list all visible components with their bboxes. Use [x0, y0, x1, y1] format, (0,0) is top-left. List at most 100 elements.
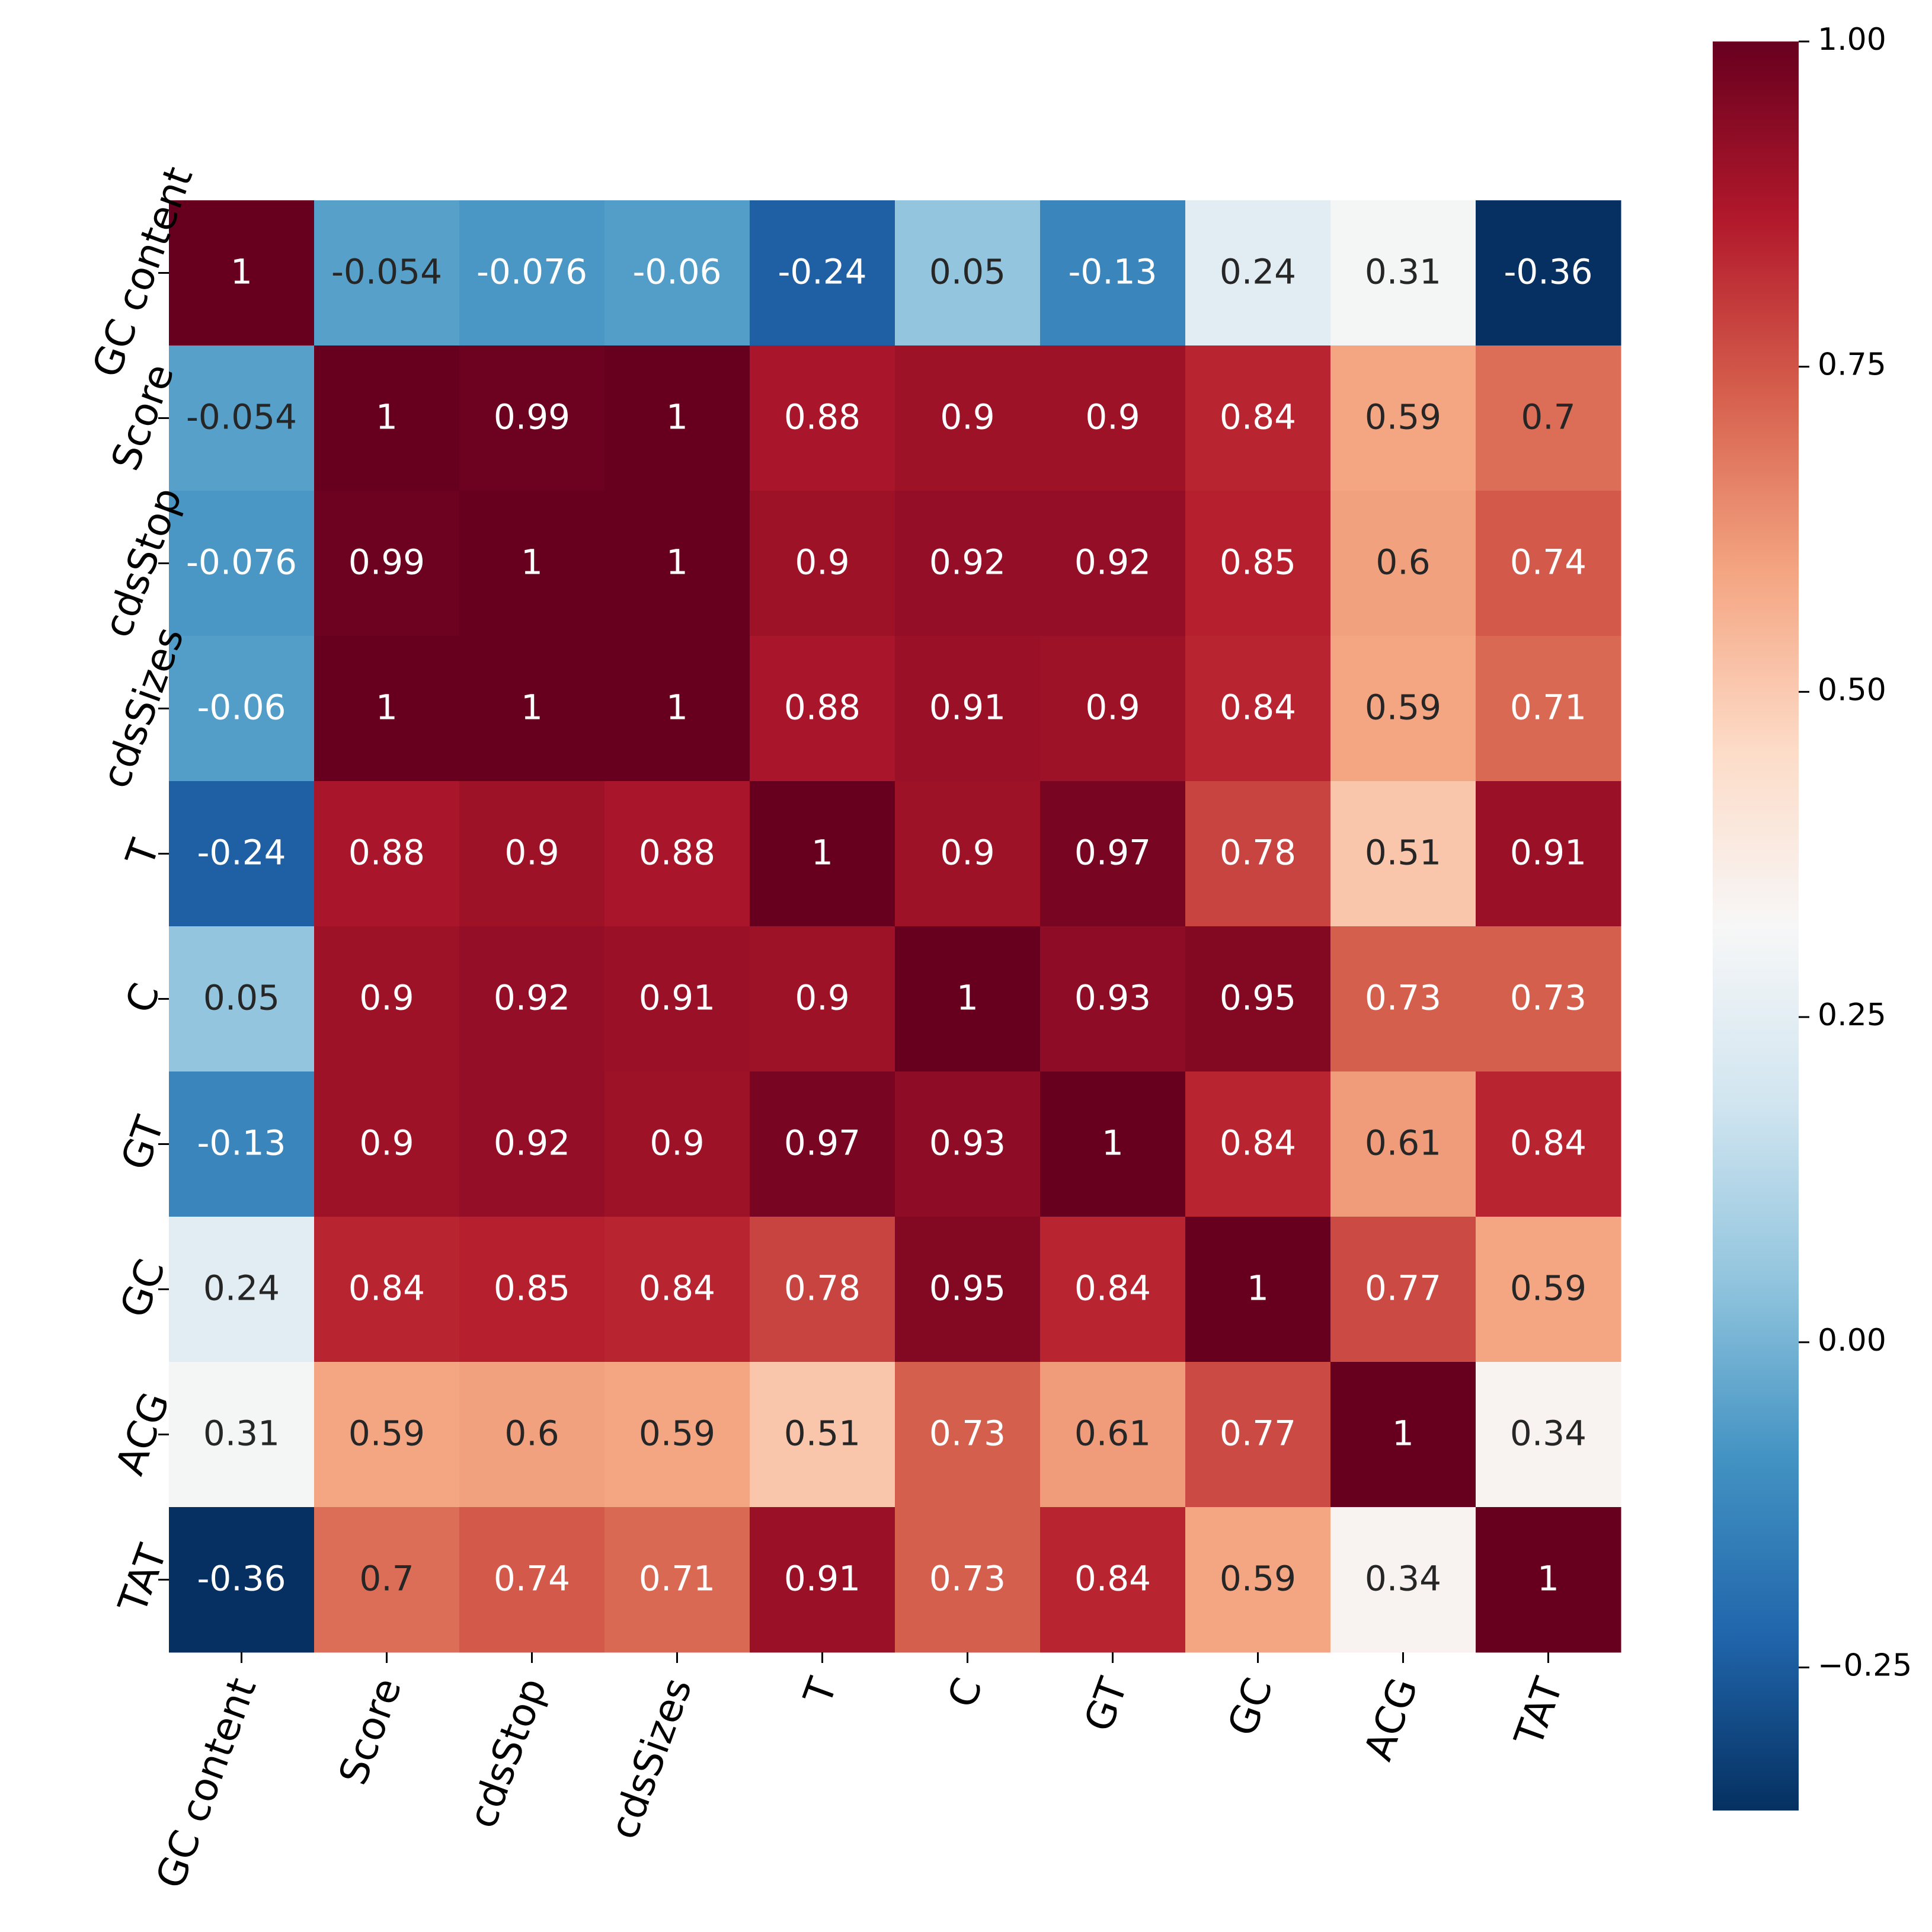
heatmap-cell — [459, 926, 605, 1072]
heatmap-cell — [1476, 1507, 1621, 1653]
x-tick-label: C — [939, 1672, 991, 1713]
heatmap-cell — [1476, 781, 1621, 927]
cell-value-label: 0.85 — [1220, 542, 1296, 583]
cell-value-label: 1 — [1392, 1413, 1414, 1454]
colorbar-tick-label: 0.50 — [1818, 672, 1886, 708]
heatmap-cell — [1476, 200, 1621, 346]
x-tick-label: T — [795, 1672, 846, 1711]
y-tick-label: ACG — [107, 1386, 179, 1480]
colorbar-tick-label: −0.25 — [1818, 1648, 1912, 1684]
heatmap-cell — [1185, 1507, 1331, 1653]
heatmap-annotations: 1 -0.054 -0.076 -0.06 -0.24 0.05 -0.13 0.24 0.31… — [186, 252, 1593, 1599]
cell-value-label: 0.9 — [940, 833, 994, 873]
cell-value-label: -0.054 — [331, 252, 442, 292]
heatmap-cell — [459, 1362, 605, 1508]
heatmap-cell — [1185, 1071, 1331, 1217]
heatmap-cell — [750, 1507, 895, 1653]
cell-value-label: 0.88 — [639, 833, 715, 873]
cell-value-label: 0.9 — [1085, 687, 1140, 728]
heatmap-cell — [604, 346, 750, 491]
heatmap-cell — [1185, 1362, 1331, 1508]
heatmap-cell — [750, 491, 895, 636]
cell-value-label: 0.31 — [1365, 252, 1441, 292]
cell-value-label: 0.34 — [1510, 1413, 1586, 1454]
y-tick-label: TAT — [110, 1538, 176, 1619]
heatmap-cell — [1040, 1507, 1186, 1653]
heatmap-cell — [169, 781, 315, 927]
cell-value-label: 0.7 — [359, 1559, 414, 1599]
cell-value-label: 0.91 — [929, 687, 1006, 728]
heatmap-cell — [1040, 200, 1186, 346]
cell-value-label: 0.84 — [1220, 1123, 1296, 1163]
cell-value-label: 1 — [811, 833, 833, 873]
heatmap-cell — [895, 1217, 1041, 1362]
heatmap-cell — [1330, 1217, 1476, 1362]
heatmap-cell — [1040, 926, 1186, 1072]
cell-value-label: 0.91 — [639, 978, 715, 1018]
x-tick-label: TAT — [1505, 1672, 1572, 1752]
cell-value-label: 0.73 — [929, 1559, 1006, 1599]
heatmap-cell — [604, 1507, 750, 1653]
heatmap-cell — [169, 1217, 315, 1362]
y-tick-label: GC — [111, 1253, 174, 1323]
colorbar-tick-label: 0.75 — [1818, 347, 1886, 383]
heatmap-cell — [314, 1071, 460, 1217]
heatmap-cell — [1185, 200, 1331, 346]
cell-value-label: 0.91 — [784, 1559, 861, 1599]
heatmap-cell — [459, 1507, 605, 1653]
heatmap-cells — [169, 200, 1621, 1653]
cell-value-label: 0.9 — [940, 397, 994, 437]
cell-value-label: 0.9 — [795, 542, 849, 583]
heatmap-cell — [1330, 636, 1476, 782]
heatmap-cell — [1185, 926, 1331, 1072]
cell-value-label: 1 — [1102, 1123, 1124, 1163]
cell-value-label: 1 — [666, 542, 688, 583]
heatmap-cell — [1040, 1362, 1186, 1508]
cell-value-label: 1 — [1247, 1268, 1269, 1309]
cell-value-label: 0.59 — [348, 1413, 425, 1454]
heatmap-cell — [750, 1362, 895, 1508]
colorbar-gradient — [1713, 41, 1799, 1811]
heatmap-cell — [314, 200, 460, 346]
colorbar-tick-label: 1.00 — [1818, 22, 1886, 57]
heatmap-cell — [1476, 636, 1621, 782]
cell-value-label: 0.84 — [348, 1268, 425, 1309]
cell-value-label: -0.13 — [197, 1123, 286, 1163]
cell-value-label: 1 — [376, 397, 398, 437]
cell-value-label: 1 — [376, 687, 398, 728]
heatmap-cell — [1476, 926, 1621, 1072]
cell-value-label: 1 — [666, 397, 688, 437]
heatmap-cell — [1476, 1362, 1621, 1508]
heatmap-cell — [1330, 1362, 1476, 1508]
cell-value-label: 0.77 — [1220, 1413, 1296, 1454]
heatmap-cell — [604, 636, 750, 782]
heatmap-cell — [1040, 636, 1186, 782]
colorbar-ticks: 1.00 0.75 0.50 0.25 0.00 −0.25 — [1799, 22, 1912, 1684]
heatmap-cell — [895, 1071, 1041, 1217]
colorbar — [1713, 41, 1799, 1811]
heatmap-cell — [1476, 491, 1621, 636]
heatmap-cell — [314, 1362, 460, 1508]
heatmap-cell — [604, 1071, 750, 1217]
cell-value-label: 0.24 — [1220, 252, 1296, 292]
cell-value-label: 0.59 — [1365, 687, 1441, 728]
heatmap-cell — [1476, 346, 1621, 491]
cell-value-label: 0.91 — [1510, 833, 1586, 873]
heatmap-cell — [750, 636, 895, 782]
cell-value-label: 0.88 — [348, 833, 425, 873]
heatmap-cell — [1185, 636, 1331, 782]
heatmap-cell — [895, 1507, 1041, 1653]
x-axis: GC content Score cdsStop cdsSizes T C GT GC ACG T… — [147, 1652, 1572, 1894]
heatmap-cell — [750, 1071, 895, 1217]
heatmap-cell — [895, 200, 1041, 346]
cell-value-label: 0.9 — [359, 1123, 414, 1163]
heatmap-cell — [895, 346, 1041, 491]
heatmap-cell — [1330, 491, 1476, 636]
heatmap-cell — [459, 346, 605, 491]
cell-value-label: 0.6 — [504, 1413, 559, 1454]
x-tick-label: Score — [330, 1672, 411, 1790]
heatmap-cell — [750, 200, 895, 346]
heatmap-cell — [314, 1217, 460, 1362]
heatmap-cell — [459, 491, 605, 636]
heatmap-cell — [169, 491, 315, 636]
